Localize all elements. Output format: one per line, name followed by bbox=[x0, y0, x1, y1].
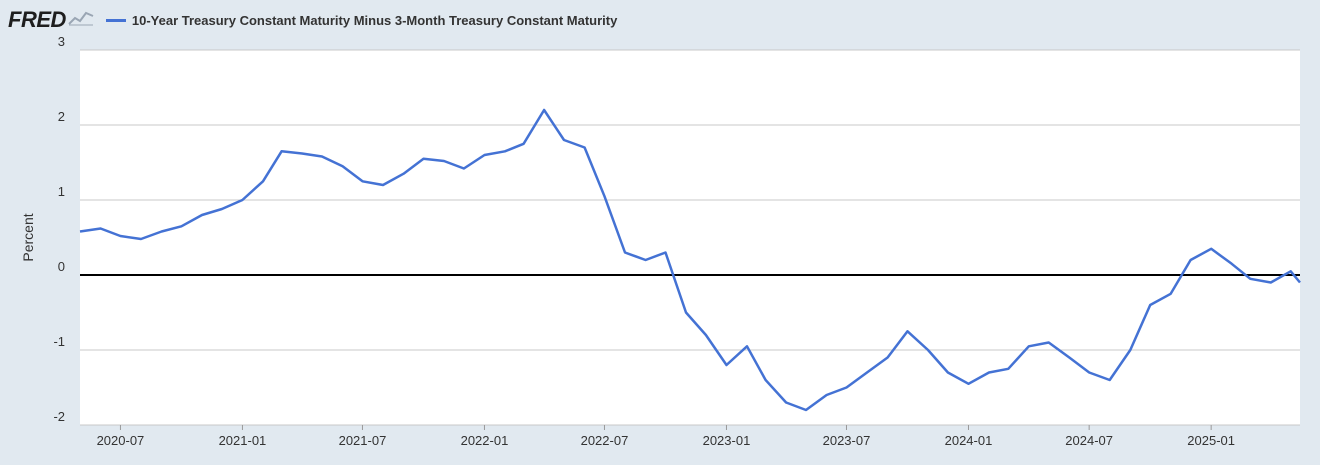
x-tick-labels: 2020-07 2021-01 2021-07 2022-01 2022-07 2023-… bbox=[97, 425, 1235, 448]
legend: 10-Year Treasury Constant Maturity Minus… bbox=[105, 12, 618, 28]
legend-label: 10-Year Treasury Constant Maturity Minus… bbox=[131, 12, 618, 28]
plot-area bbox=[80, 50, 1300, 425]
y-tick-label: -1 bbox=[53, 334, 65, 349]
y-tick-label: 2 bbox=[58, 109, 65, 124]
x-tick-label: 2022-07 bbox=[581, 433, 629, 448]
x-tick-label: 2022-01 bbox=[461, 433, 509, 448]
y-tick-label: 0 bbox=[58, 259, 65, 274]
x-tick-label: 2024-07 bbox=[1065, 433, 1113, 448]
x-tick-label: 2021-07 bbox=[339, 433, 387, 448]
x-tick-label: 2020-07 bbox=[97, 433, 145, 448]
y-tick-label: -2 bbox=[53, 409, 65, 424]
series-line[interactable] bbox=[79, 108, 1301, 412]
legend-swatch bbox=[105, 18, 126, 22]
x-tick-label: 2024-01 bbox=[945, 433, 993, 448]
fred-logo[interactable]: FRED bbox=[8, 7, 94, 33]
y-tick-labels: 3 2 1 0 -1 -2 bbox=[53, 34, 65, 424]
logo-text: FRED bbox=[8, 7, 66, 32]
y-tick-label: 1 bbox=[58, 184, 65, 199]
grid-layer bbox=[80, 49, 1300, 426]
x-tick-label: 2023-07 bbox=[823, 433, 871, 448]
chart-header: FRED 10-Year Treasury Constant Maturity … bbox=[8, 6, 617, 34]
x-tick-label: 2025-01 bbox=[1187, 433, 1235, 448]
x-tick-label: 2021-01 bbox=[219, 433, 267, 448]
x-tick-label: 2023-01 bbox=[703, 433, 751, 448]
y-axis-label: Percent bbox=[20, 213, 36, 261]
y-tick-label: 3 bbox=[58, 34, 65, 49]
chart-line-icon bbox=[68, 10, 94, 31]
